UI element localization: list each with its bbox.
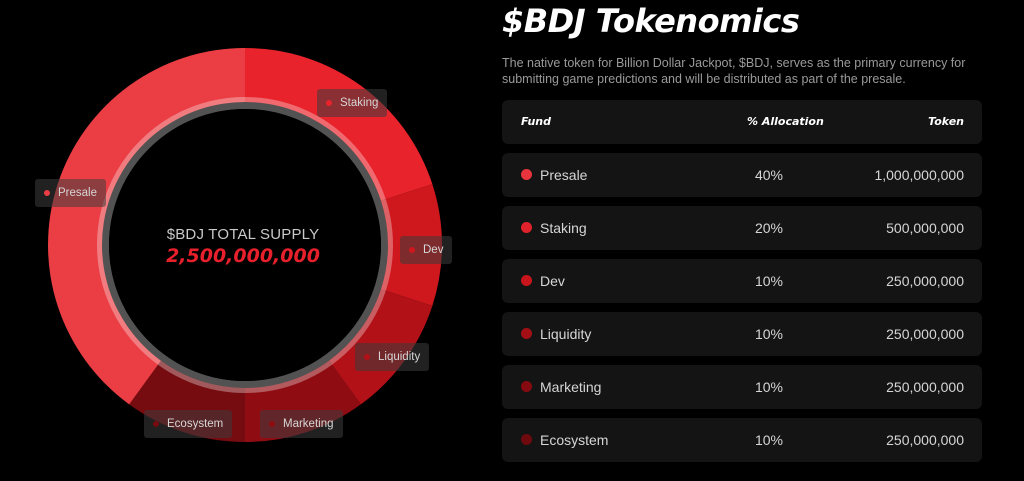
staking-dot-icon xyxy=(521,222,532,233)
liquidity-dot-icon xyxy=(364,354,370,360)
segment-label-staking: Staking xyxy=(317,89,388,117)
table-row: Liquidity 10% 250,000,000 xyxy=(502,312,982,356)
segment-label-liquidity: Liquidity xyxy=(355,343,430,371)
table-row: Presale 40% 1,000,000,000 xyxy=(502,153,982,197)
fund-name: Presale xyxy=(540,167,588,183)
donut-slice-presale xyxy=(48,47,245,405)
donut-inner-ring xyxy=(97,97,393,393)
donut-slice-staking xyxy=(245,48,433,201)
allocation-donut-chart: $BDJ TOTAL SUPPLY 2,500,000,000 Staking … xyxy=(0,0,490,481)
allocation-percent: 40% xyxy=(754,167,784,183)
table-row: Staking 20% 500,000,000 xyxy=(502,206,982,250)
presale-dot-icon xyxy=(44,190,50,196)
token-amount: 250,000,000 xyxy=(886,273,964,289)
fund-name: Ecosystem xyxy=(540,432,609,448)
token-amount: 250,000,000 xyxy=(886,326,964,342)
dev-dot-icon xyxy=(521,275,532,286)
page-title: $BDJ Tokenomics xyxy=(502,2,800,40)
segment-label-text: Presale xyxy=(58,187,97,199)
total-supply-value: 2,500,000,000 xyxy=(166,245,320,267)
column-header-allocation: % Allocation xyxy=(747,115,824,128)
segment-label-presale: Presale xyxy=(35,179,106,207)
segment-label-text: Liquidity xyxy=(378,351,421,363)
allocation-percent: 10% xyxy=(754,379,784,395)
token-amount: 250,000,000 xyxy=(886,432,964,448)
segment-label-text: Staking xyxy=(340,97,379,109)
marketing-dot-icon xyxy=(521,381,532,392)
column-header-fund: Fund xyxy=(521,115,551,128)
donut-hole xyxy=(109,109,381,381)
segment-label-ecosystem: Ecosystem xyxy=(144,410,233,438)
ecosystem-dot-icon xyxy=(521,434,532,445)
segment-label-text: Marketing xyxy=(283,418,334,430)
segment-label-dev: Dev xyxy=(400,236,453,264)
dev-dot-icon xyxy=(409,247,415,253)
segment-label-text: Ecosystem xyxy=(167,418,224,430)
segment-label-text: Dev xyxy=(423,244,444,256)
allocation-percent: 10% xyxy=(754,326,784,342)
table-row: Dev 10% 250,000,000 xyxy=(502,259,982,303)
liquidity-dot-icon xyxy=(521,328,532,339)
fund-name: Staking xyxy=(540,220,587,236)
allocation-percent: 20% xyxy=(754,220,784,236)
token-amount: 250,000,000 xyxy=(886,379,964,395)
presale-dot-icon xyxy=(521,169,532,180)
fund-name: Marketing xyxy=(540,379,602,395)
page-subtitle: The native token for Billion Dollar Jack… xyxy=(502,56,966,86)
segment-label-marketing: Marketing xyxy=(260,410,343,438)
token-amount: 500,000,000 xyxy=(886,220,964,236)
allocation-percent: 10% xyxy=(754,432,784,448)
table-header: Fund % Allocation Token xyxy=(502,100,982,144)
column-header-token: Token xyxy=(928,115,964,128)
token-amount: 1,000,000,000 xyxy=(874,167,964,183)
staking-dot-icon xyxy=(326,100,332,106)
table-row: Marketing 10% 250,000,000 xyxy=(502,365,982,409)
allocation-percent: 10% xyxy=(754,273,784,289)
total-supply-caption: $BDJ TOTAL SUPPLY xyxy=(166,226,320,243)
marketing-dot-icon xyxy=(269,421,275,427)
table-row: Ecosystem 10% 250,000,000 xyxy=(502,418,982,462)
ecosystem-dot-icon xyxy=(153,421,159,427)
fund-name: Liquidity xyxy=(540,326,592,342)
fund-name: Dev xyxy=(540,273,565,289)
